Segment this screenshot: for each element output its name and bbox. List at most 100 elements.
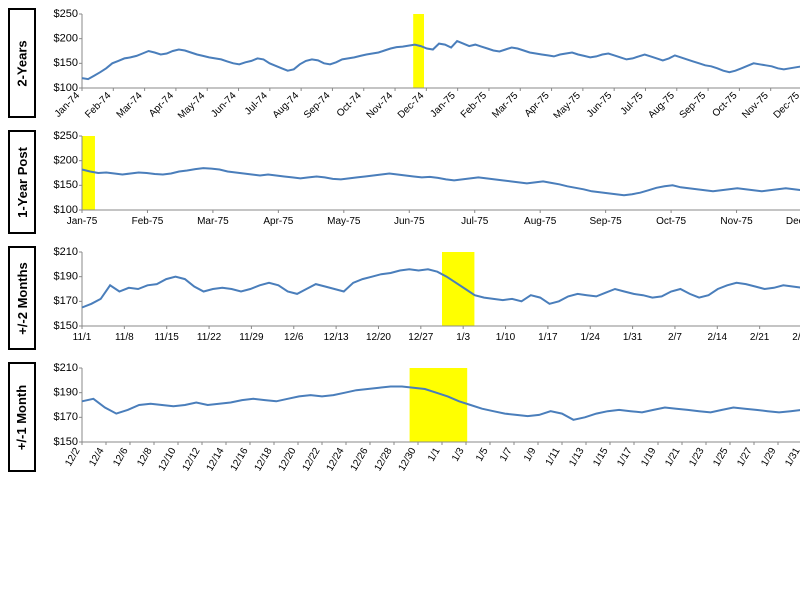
x-tick-label: 12/10 — [157, 446, 179, 472]
x-tick-label: 12/30 — [397, 446, 419, 472]
y-tick-label: $210 — [54, 246, 78, 258]
y-tick-label: $250 — [54, 8, 78, 20]
x-tick-label: 2/28 — [792, 332, 800, 343]
x-tick-label: 2/21 — [750, 332, 770, 343]
chart-area: $100$150$200$250Jan-74Feb-74Mar-74Apr-74… — [40, 8, 800, 118]
panel-label: +/-2 Months — [15, 262, 30, 335]
x-tick-label: 1/11 — [544, 446, 563, 468]
panel-label-box: 1-Year Post — [8, 130, 36, 234]
x-tick-label: Feb-75 — [132, 216, 164, 227]
x-tick-label: 12/18 — [253, 446, 275, 472]
x-tick-label: 1/13 — [567, 446, 586, 469]
highlight-band — [410, 368, 468, 442]
x-tick-label: Sep-75 — [590, 216, 623, 227]
x-tick-label: 11/15 — [155, 332, 180, 343]
panel-label: 1-Year Post — [15, 147, 30, 218]
x-tick-label: 11/22 — [197, 332, 222, 343]
x-tick-label: 1/27 — [735, 446, 754, 469]
panel-label-box: 2-Years — [8, 8, 36, 118]
x-tick-label: 12/4 — [87, 446, 106, 469]
x-tick-label: Apr-74 — [147, 90, 176, 118]
x-tick-label: 1/9 — [522, 446, 539, 464]
x-tick-label: 1/3 — [450, 446, 467, 464]
x-tick-label: Apr-75 — [263, 216, 293, 227]
x-tick-label: 1/15 — [591, 446, 610, 469]
x-tick-label: 12/20 — [277, 446, 299, 472]
x-tick-label: 1/17 — [538, 332, 558, 343]
x-tick-label: 12/27 — [408, 332, 433, 343]
x-tick-label: Feb-74 — [83, 90, 113, 118]
x-tick-label: Jan-75 — [67, 216, 98, 227]
x-tick-label: Sep-75 — [678, 90, 709, 118]
x-tick-label: Jul-75 — [461, 216, 489, 227]
x-tick-label: 1/25 — [711, 446, 730, 469]
x-tick-label: 1/10 — [496, 332, 516, 343]
y-tick-label: $210 — [54, 362, 78, 374]
series-line — [82, 41, 800, 79]
x-tick-label: 1/31 — [623, 332, 643, 343]
panel-label: +/-1 Month — [15, 384, 30, 449]
x-tick-label: Aug-75 — [524, 216, 557, 227]
x-tick-label: 1/31 — [783, 446, 800, 469]
y-tick-label: $170 — [54, 295, 78, 307]
x-tick-label: Apr-75 — [523, 90, 552, 118]
panel-label-box: +/-2 Months — [8, 246, 36, 350]
x-tick-label: Nov-75 — [740, 90, 771, 118]
x-tick-label: 12/22 — [301, 446, 323, 472]
x-tick-label: Jan-74 — [53, 90, 83, 118]
y-tick-label: $170 — [54, 411, 78, 423]
x-tick-label: 12/16 — [229, 446, 251, 472]
x-tick-label: 12/8 — [135, 446, 154, 469]
x-tick-label: Nov-74 — [365, 90, 396, 118]
x-tick-label: 2/7 — [668, 332, 682, 343]
x-tick-label: 12/14 — [205, 446, 227, 472]
x-tick-label: Aug-74 — [271, 90, 302, 118]
chart-area: $150$170$190$21012/212/412/612/812/1012/… — [40, 362, 800, 472]
x-tick-label: 1/17 — [615, 446, 634, 469]
y-tick-label: $150 — [54, 320, 78, 332]
y-tick-label: $200 — [54, 33, 78, 45]
x-tick-label: Oct-75 — [656, 216, 686, 227]
x-tick-label: 1/21 — [663, 446, 682, 469]
x-tick-label: 12/6 — [111, 446, 130, 469]
x-tick-label: 11/29 — [239, 332, 264, 343]
y-tick-label: $100 — [54, 204, 78, 216]
x-tick-label: 12/28 — [373, 446, 395, 472]
x-tick-label: May-75 — [552, 90, 584, 118]
y-tick-label: $190 — [54, 271, 78, 283]
x-tick-label: Nov-75 — [720, 216, 753, 227]
x-tick-label: 1/1 — [426, 446, 443, 464]
x-tick-label: Mar-74 — [115, 90, 145, 118]
x-tick-label: Jul-74 — [243, 90, 270, 117]
x-tick-label: Mar-75 — [490, 90, 520, 118]
x-tick-label: 1/5 — [474, 446, 491, 464]
x-tick-label: Jun-75 — [585, 90, 615, 118]
y-tick-label: $190 — [54, 387, 78, 399]
x-tick-label: Jun-75 — [394, 216, 425, 227]
panel-label-box: +/-1 Month — [8, 362, 36, 472]
chart-panel-one-year-post: 1-Year Post$100$150$200$250Jan-75Feb-75M… — [8, 130, 792, 234]
highlight-band — [413, 14, 424, 88]
chart-area: $150 $170 $190 $210 11/1 11/8 11/15 11/22 11/29 1… — [40, 246, 800, 350]
x-tick-label: Sep-74 — [302, 90, 333, 118]
x-tick-label: 12/26 — [349, 446, 371, 472]
x-tick-label: Dec-75 — [772, 90, 800, 118]
x-tick-label: 1/19 — [639, 446, 658, 469]
x-tick-label: 12/24 — [325, 446, 347, 472]
chart-panel-plus-minus-1m: +/-1 Month$150$170$190$21012/212/412/612… — [8, 362, 792, 472]
y-tick-label: $150 — [54, 57, 78, 69]
x-tick-label: 2/14 — [708, 332, 728, 343]
chart-panel-plus-minus-2m: +/-2 Months $150 $170 $190 $210 11/1 11/8 11/15… — [8, 246, 792, 350]
series-line — [82, 168, 800, 195]
panel-label: 2-Years — [15, 40, 30, 86]
x-tick-label: Jun-74 — [209, 90, 239, 118]
series-line — [82, 269, 800, 307]
x-tick-label: 1/23 — [687, 446, 706, 469]
x-tick-label: 1/24 — [581, 332, 601, 343]
x-tick-label: 12/2 — [63, 446, 82, 469]
x-tick-label: 11/1 — [73, 332, 92, 343]
x-tick-label: 12/20 — [366, 332, 391, 343]
x-tick-label: May-75 — [327, 216, 361, 227]
x-tick-label: 11/8 — [115, 332, 134, 343]
x-tick-label: 12/12 — [181, 446, 203, 472]
